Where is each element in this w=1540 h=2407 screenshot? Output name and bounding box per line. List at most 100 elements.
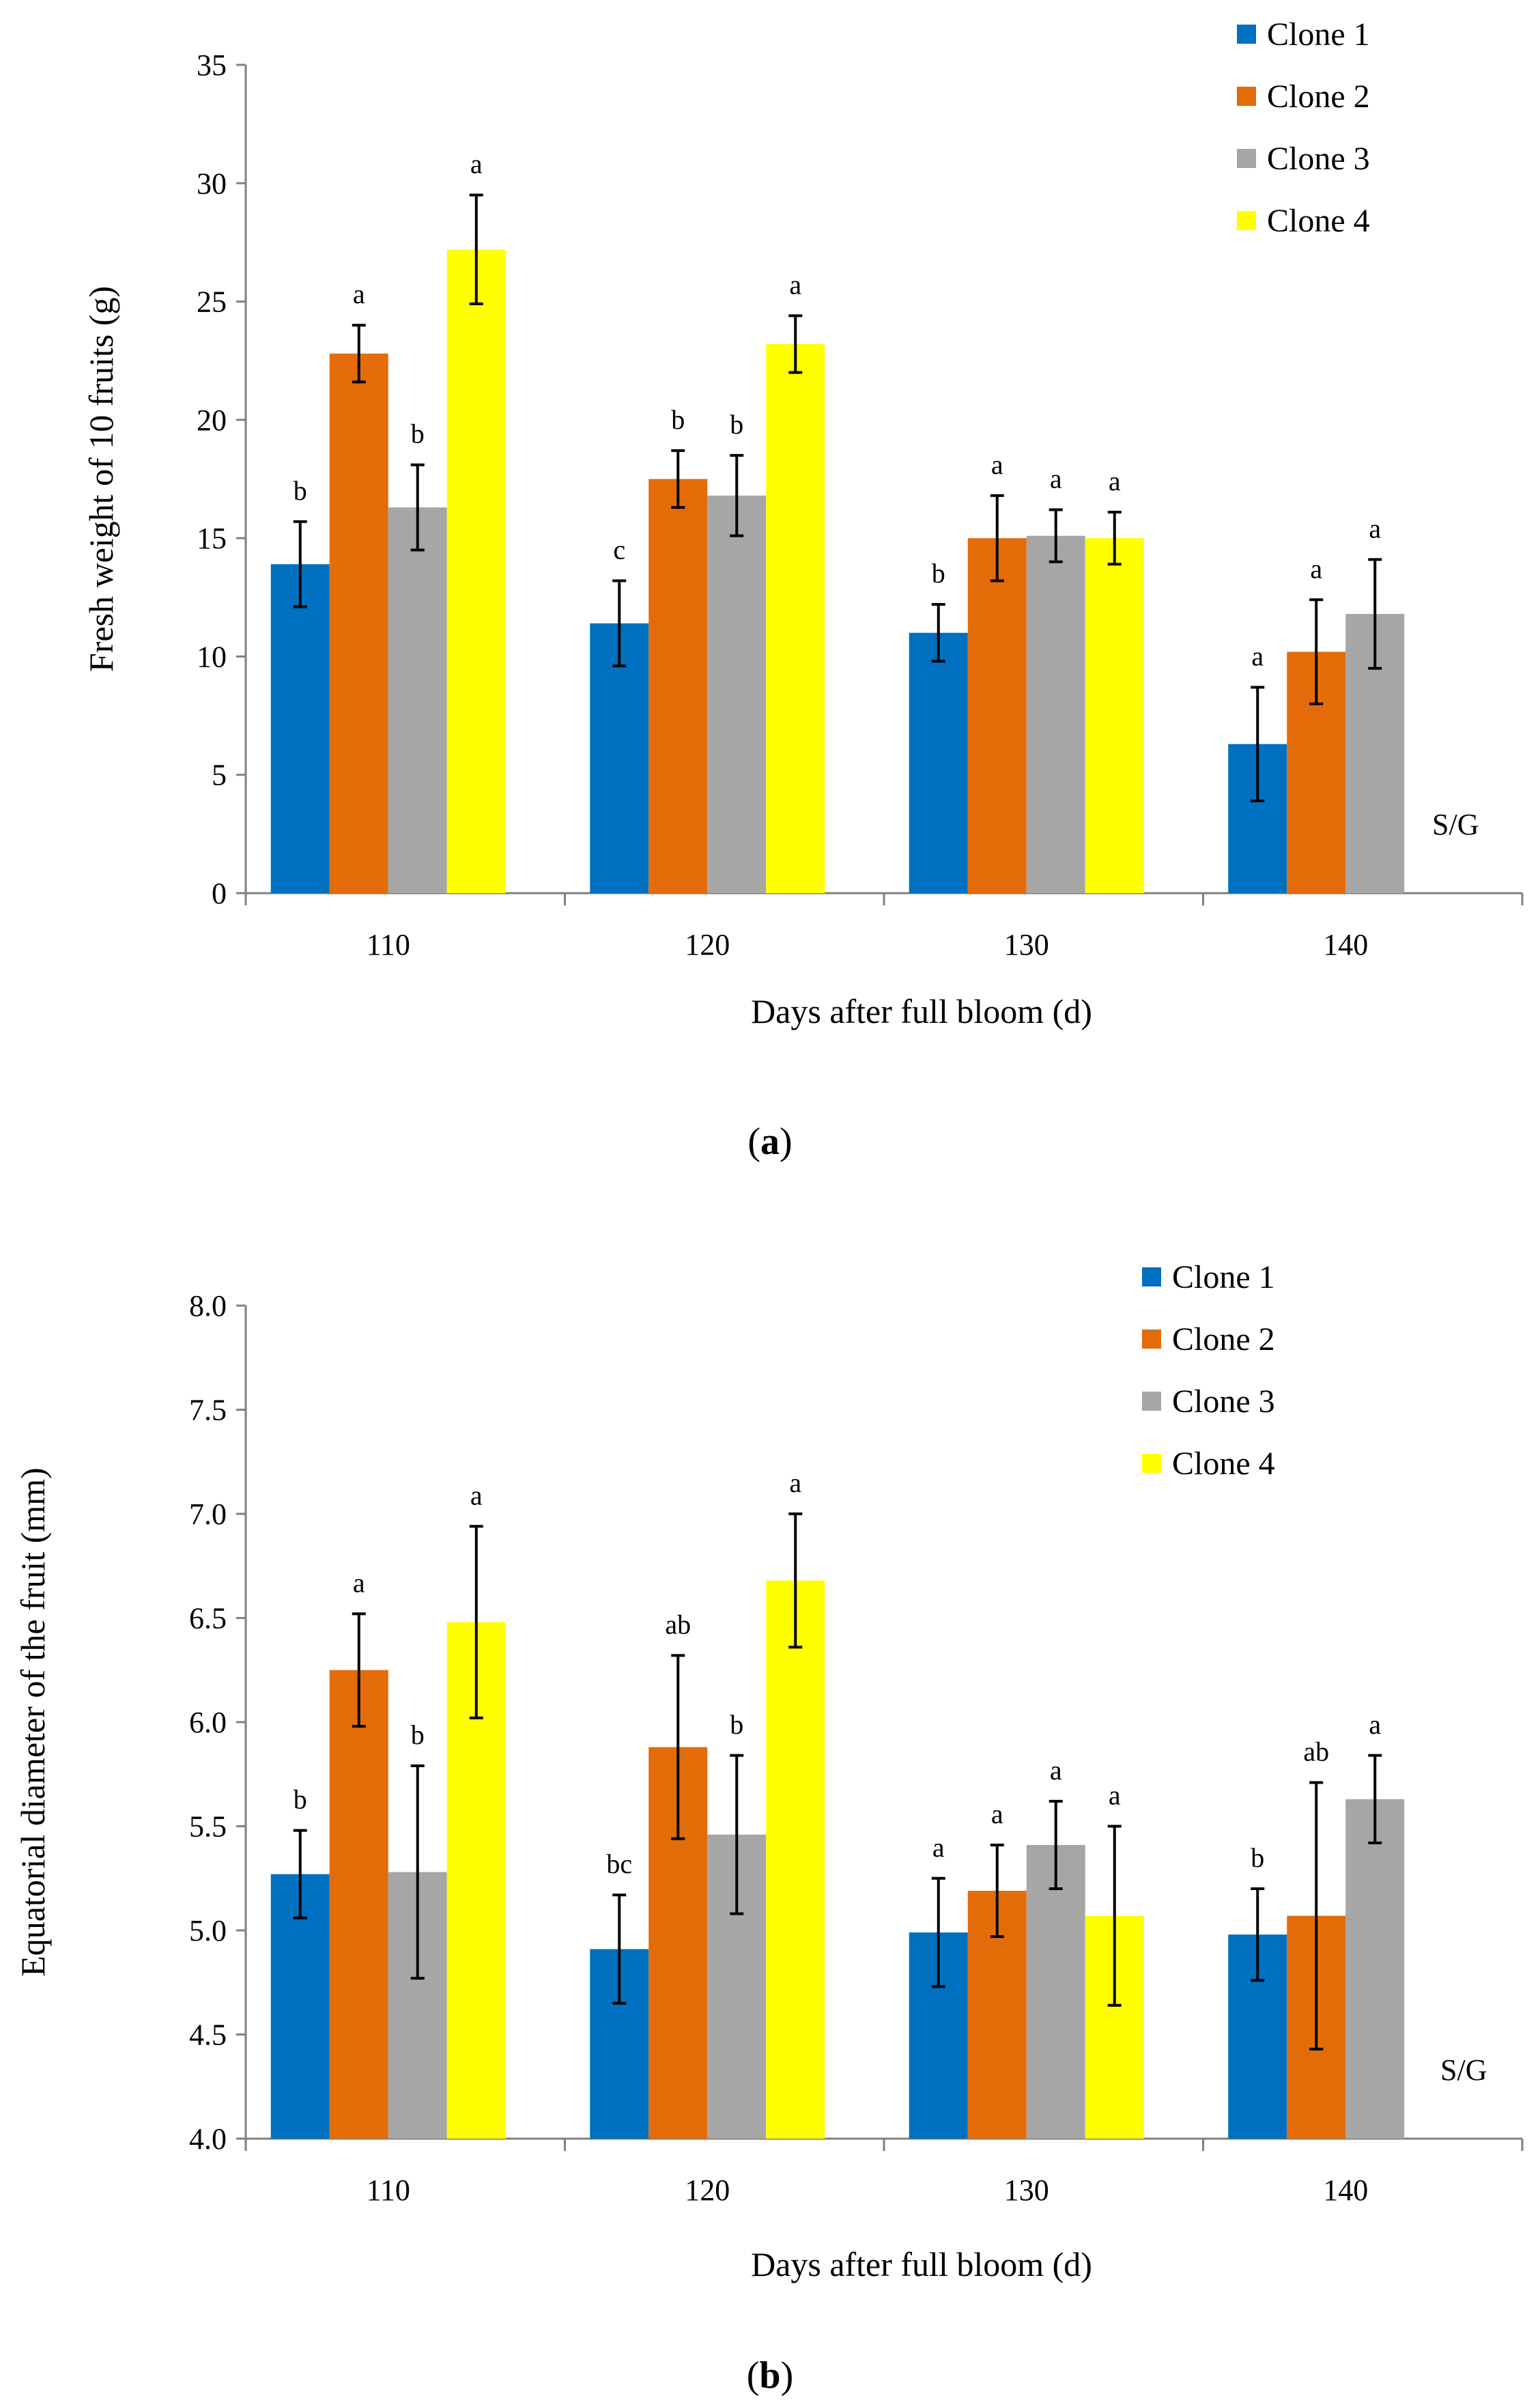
bar	[446, 249, 506, 894]
legend-label: Clone 1	[1267, 16, 1370, 53]
bar	[1345, 1799, 1405, 2139]
panel-label: (b)	[747, 2354, 793, 2397]
significance-label: a	[353, 279, 365, 309]
x-tick-label: 140	[1323, 928, 1368, 961]
significance-label: a	[1369, 513, 1381, 544]
significance-label: a	[1251, 641, 1264, 671]
y-tick-label: 35	[197, 48, 227, 82]
chart-panel-a: 0 5 10 15 20 25 30 35 110 120 130 140 b c b a a b a a b b a a a a…	[82, 16, 1524, 1163]
y-tick-label: 10	[197, 640, 227, 673]
significance-label: b	[730, 1709, 743, 1740]
panel-label-letter: b	[759, 2354, 780, 2397]
significance-label: b	[671, 404, 685, 435]
panel-label-close: )	[780, 1121, 793, 1163]
y-tick-label: 0	[212, 877, 227, 910]
significance-label: bc	[606, 1848, 632, 1879]
bar	[648, 479, 708, 893]
significance-label: a	[1310, 553, 1322, 584]
significance-label: ab	[665, 1609, 691, 1639]
bar	[329, 1670, 388, 2139]
significance-label: b	[730, 409, 743, 440]
significance-label: ab	[1303, 1736, 1329, 1766]
y-tick-label: 20	[197, 404, 227, 437]
significance-label: a	[932, 1832, 945, 1863]
significance-label: a	[789, 269, 801, 300]
bar	[909, 632, 968, 893]
x-tick-label: 130	[1004, 2173, 1049, 2207]
x-tick-label: 130	[1004, 928, 1049, 961]
legend-label: Clone 1	[1172, 1259, 1275, 1295]
legend-label: Clone 2	[1267, 79, 1370, 115]
significance-label: a	[1050, 464, 1062, 494]
y-tick-label: 5.0	[189, 1914, 227, 1947]
legend-label: Clone 4	[1267, 203, 1370, 239]
x-axis-title: Days after full bloom (d)	[751, 992, 1092, 1030]
y-tick-label: 6.5	[189, 1602, 227, 1635]
y-axis-title: Fresh weight of 10 fruits (g)	[82, 286, 120, 672]
y-tick-label: 30	[197, 167, 227, 200]
significance-label: a	[991, 449, 1003, 480]
significance-label: a	[1109, 466, 1121, 496]
significance-label: b	[1251, 1842, 1264, 1873]
y-tick-label: 7.0	[189, 1497, 227, 1531]
y-tick-label: 5	[212, 759, 227, 792]
significance-label: a	[789, 1467, 801, 1498]
significance-label: b	[411, 1719, 425, 1750]
legend-swatch	[1237, 25, 1256, 44]
y-tick-label: 8.0	[189, 1289, 227, 1323]
x-tick-label: 120	[685, 2173, 730, 2207]
x-tick-label: 120	[685, 928, 730, 961]
legend-swatch	[1237, 149, 1256, 168]
bar	[967, 538, 1027, 893]
legend-label: Clone 4	[1172, 1446, 1275, 1482]
significance-label: b	[294, 1784, 307, 1815]
legend-label: Clone 3	[1267, 141, 1370, 177]
y-axis-title: Equatorial diameter of the fruit (mm)	[14, 1467, 52, 1977]
significance-label: a	[470, 1480, 483, 1510]
bar	[766, 1580, 825, 2139]
x-tick-label: 110	[367, 2173, 410, 2207]
legend-swatch	[1237, 211, 1256, 230]
bar	[1026, 1844, 1085, 2139]
legend-label: Clone 2	[1172, 1321, 1275, 1357]
panel-label-close: )	[781, 2354, 794, 2397]
legend-swatch	[1142, 1329, 1161, 1349]
x-tick-label: 140	[1323, 2173, 1368, 2207]
significance-label: a	[991, 1799, 1003, 1829]
significance-label: b	[932, 558, 945, 589]
significance-label: a	[353, 1567, 365, 1598]
panel-label-open: (	[747, 2354, 760, 2397]
y-tick-label: 15	[197, 522, 227, 555]
significance-label: a	[470, 149, 483, 180]
bar	[766, 343, 825, 893]
bar	[388, 507, 447, 893]
x-axis-title: Days after full bloom (d)	[751, 2245, 1092, 2283]
legend-label: Clone 3	[1172, 1383, 1275, 1420]
legend-swatch	[1142, 1267, 1161, 1286]
bar	[1026, 535, 1085, 893]
y-tick-label: 4.5	[189, 2018, 227, 2052]
significance-label: b	[411, 419, 425, 449]
legend-swatch	[1142, 1454, 1161, 1473]
note-label: S/G	[1440, 2053, 1487, 2087]
significance-label: a	[1369, 1709, 1381, 1740]
y-tick-label: 7.5	[189, 1394, 227, 1427]
bar	[270, 564, 330, 893]
y-tick-label: 6.0	[189, 1706, 227, 1739]
significance-label: c	[613, 535, 625, 565]
panel-label-open: (	[747, 1121, 760, 1163]
significance-label: a	[1109, 1780, 1121, 1811]
chart-panel-b: 4.0 4.5 5.0 5.5 6.0 6.5 7.0 7.5 8.0 110 120 130 140 b…	[14, 1259, 1524, 2397]
panel-label-letter: a	[760, 1121, 780, 1163]
bar	[1085, 538, 1144, 893]
note-label: S/G	[1432, 808, 1479, 841]
y-tick-label: 4.0	[189, 2122, 227, 2156]
x-tick-label: 110	[367, 928, 410, 961]
significance-label: b	[294, 475, 307, 506]
panel-label: (a)	[747, 1121, 792, 1163]
significance-label: a	[1050, 1755, 1062, 1786]
bar	[329, 353, 388, 893]
bar	[707, 495, 767, 893]
legend-swatch	[1237, 87, 1256, 106]
